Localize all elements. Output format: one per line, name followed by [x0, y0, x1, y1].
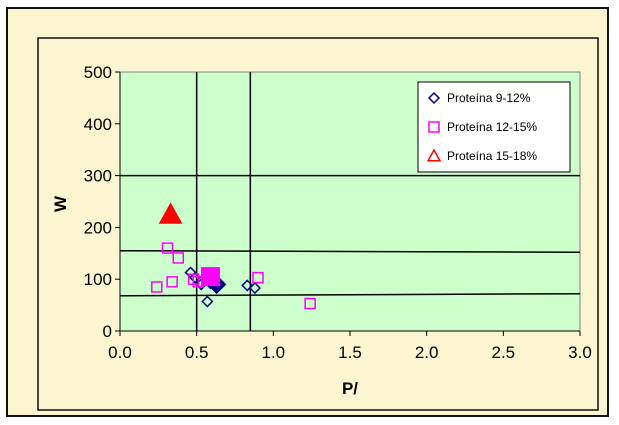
- data-point: [161, 242, 174, 254]
- y-tick-label: 100: [84, 270, 112, 289]
- legend-box: [417, 81, 571, 173]
- mean-point: [158, 202, 183, 224]
- y-tick-label: 0: [103, 322, 112, 341]
- x-axis-title: P/: [342, 379, 358, 398]
- y-tick-label: 500: [84, 63, 112, 82]
- mean-point: [200, 267, 220, 287]
- data-point: [166, 276, 178, 288]
- x-tick-label: 1.5: [338, 343, 362, 362]
- y-axis-title: W: [51, 195, 70, 212]
- data-point: [248, 281, 261, 295]
- x-tick-label: 2.0: [415, 343, 439, 362]
- legend-label: Proteína 15-18%: [447, 149, 537, 163]
- legend-label: Proteína 9-12%: [447, 91, 531, 105]
- x-tick-label: 3.0: [568, 343, 592, 362]
- x-tick-label: 1.0: [262, 343, 286, 362]
- legend-marker: [427, 91, 441, 105]
- data-point: [151, 281, 163, 293]
- data-point: [304, 297, 316, 310]
- data-point: [172, 252, 185, 264]
- legend-label: Proteína 12-15%: [447, 120, 537, 134]
- y-tick-label: 300: [84, 167, 112, 186]
- legend-marker: [428, 121, 440, 133]
- y-tick-label: 200: [84, 218, 112, 237]
- data-point: [252, 271, 264, 284]
- y-tick-label: 400: [84, 115, 112, 134]
- data-point: [241, 279, 254, 292]
- x-tick-label: 2.5: [492, 343, 516, 362]
- x-tick-label: 0.0: [108, 343, 132, 362]
- legend-marker: [426, 148, 442, 162]
- x-tick-label: 0.5: [185, 343, 209, 362]
- legend: Proteína 9-12% Proteína 12-15% Proteína 15…: [417, 81, 571, 173]
- data-point: [201, 295, 214, 308]
